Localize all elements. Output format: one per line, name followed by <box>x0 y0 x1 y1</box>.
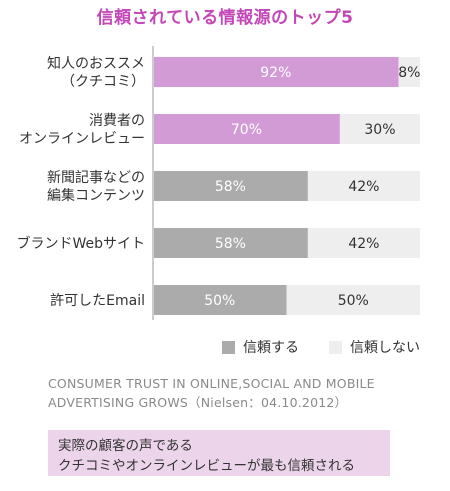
data-label-trust: 58% <box>215 179 246 195</box>
bar-trust <box>154 285 287 315</box>
data-label-distrust: 42% <box>348 236 379 252</box>
legend-item-trust: 信頼する <box>222 336 299 358</box>
bar-distrust <box>286 285 420 315</box>
legend-label-trust: 信頼する <box>243 340 299 356</box>
bar-distrust <box>339 114 420 144</box>
category-label: 編集コンテンツ <box>47 187 145 204</box>
data-label-distrust: 42% <box>348 179 379 195</box>
bar-trust <box>154 57 399 87</box>
category-label: 許可したEmail <box>50 293 145 309</box>
category-label: （クチコミ） <box>61 74 145 90</box>
bar-trust <box>154 228 308 258</box>
legend-swatch-trust <box>222 340 235 354</box>
bar-distrust <box>307 228 420 258</box>
legend-label-distrust: 信頼しない <box>350 340 420 356</box>
source-line: ADVERTISING GROWS（Nielsen：04.10.2012） <box>48 395 348 410</box>
category-label: ブランドWebサイト <box>16 235 145 252</box>
summary-note: 実際の顧客の声である クチコミやオンラインレビューが最も信頼される <box>48 430 390 476</box>
legend-swatch-distrust <box>329 340 342 354</box>
data-label-trust: 92% <box>260 65 291 81</box>
chart-title: 信頼されている情報源のトップ5 <box>96 8 354 28</box>
data-label-distrust: 50% <box>338 293 369 309</box>
note-line: クチコミやオンラインレビューが最も信頼される <box>58 458 355 474</box>
bar-trust <box>154 114 340 144</box>
category-label: 知人のおススメ <box>47 55 145 72</box>
legend-item-distrust: 信頼しない <box>329 336 420 358</box>
bar-distrust <box>307 171 420 201</box>
bar-distrust <box>398 57 420 87</box>
category-label: 新聞記事などの <box>47 169 145 186</box>
data-label-trust: 70% <box>231 122 262 138</box>
category-label: オンラインレビュー <box>19 131 145 147</box>
note-line: 実際の顧客の声である <box>58 438 193 454</box>
data-label-trust: 58% <box>215 236 246 252</box>
chart-legend: 信頼する 信頼しない <box>0 336 450 358</box>
source-citation: CONSUMER TRUST IN ONLINE,SOCIAL AND MOBI… <box>48 374 438 412</box>
source-line: CONSUMER TRUST IN ONLINE,SOCIAL AND MOBI… <box>48 376 375 391</box>
data-label-trust: 50% <box>204 293 235 309</box>
data-label-distrust: 30% <box>364 122 395 138</box>
data-label-distrust: 8% <box>398 65 420 81</box>
category-label: 消費者の <box>89 113 145 129</box>
bar-trust <box>154 171 308 201</box>
